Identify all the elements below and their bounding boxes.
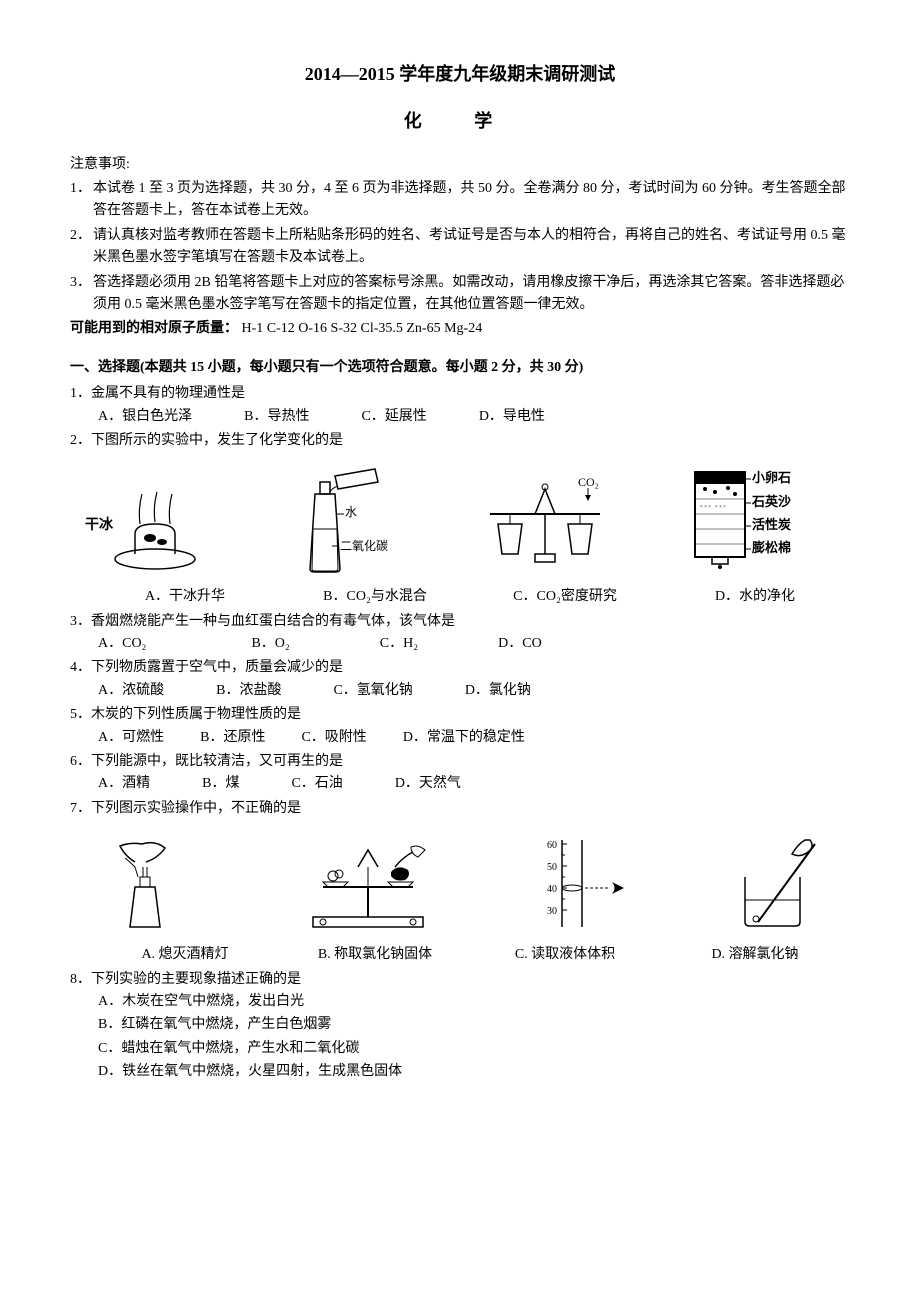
option-a: A．CO₂ xyxy=(98,633,146,655)
option-c: C．CO₂密度研究 xyxy=(470,586,660,608)
svg-text:30: 30 xyxy=(547,906,557,917)
figure-a xyxy=(80,832,210,932)
option-d: D．天然气 xyxy=(395,773,461,795)
figure-c: CO₂ xyxy=(460,474,630,574)
option-d: D．铁丝在氧气中燃烧，火星四射，生成黑色固体 xyxy=(70,1061,850,1083)
q-text: 下图所示的实验中，发生了化学变化的是 xyxy=(91,430,850,452)
question-3: 3． 香烟燃烧能产生一种与血红蛋白结合的有毒气体，该气体是 A．CO₂ B．O₂… xyxy=(70,611,850,656)
exam-title: 2014—2015 学年度九年级期末调研测试 xyxy=(70,60,850,89)
option-c: C．石油 xyxy=(291,773,342,795)
figure-d: × × × × × × 小卵石 石英沙 活性炭 膨松棉 xyxy=(680,464,840,574)
q-text: 下列实验的主要现象描述正确的是 xyxy=(91,969,850,991)
question-5: 5． 木炭的下列性质属于物理性质的是 A．可燃性 B．还原性 C．吸附性 D．常… xyxy=(70,704,850,749)
q-text: 金属不具有的物理通性是 xyxy=(91,383,850,405)
q-text: 下列物质露置于空气中，质量会减少的是 xyxy=(91,657,850,679)
figure-a: 干冰 xyxy=(80,474,210,574)
option-d: D. 溶解氯化钠 xyxy=(660,944,850,966)
figure-b: 水 二氧化碳 xyxy=(260,464,410,574)
svg-text:50: 50 xyxy=(547,862,557,873)
notice-num: 3． xyxy=(70,272,91,317)
notice-heading: 注意事项: xyxy=(70,154,850,176)
option-c: C．吸附性 xyxy=(301,727,366,749)
option-b: B．浓盐酸 xyxy=(216,680,281,702)
option-c: C．氢氧化钠 xyxy=(333,680,412,702)
q-num: 4． xyxy=(70,657,91,679)
svg-text:石英沙: 石英沙 xyxy=(751,494,791,509)
option-a: A．酒精 xyxy=(98,773,150,795)
option-d: D．氯化钠 xyxy=(465,680,531,702)
option-a: A．可燃性 xyxy=(98,727,164,749)
figure-d xyxy=(710,832,840,932)
option-a: A．银白色光泽 xyxy=(98,406,192,428)
svg-text:水: 水 xyxy=(345,505,357,519)
notice-num: 2． xyxy=(70,225,91,270)
notice-num: 1． xyxy=(70,178,91,223)
option-d: D．水的净化 xyxy=(660,586,850,608)
option-d: D．导电性 xyxy=(479,406,545,428)
option-d: D．常温下的稳定性 xyxy=(403,727,525,749)
svg-text:60: 60 xyxy=(547,840,557,851)
q-num: 6． xyxy=(70,751,91,773)
q-num: 2． xyxy=(70,430,91,452)
option-d: D．CO xyxy=(498,633,542,655)
atomic-mass-label: 可能用到的相对原子质量： xyxy=(70,321,238,336)
atomic-mass-values: H-1 C-12 O-16 S-32 Cl-35.5 Zn-65 Mg-24 xyxy=(238,321,482,336)
notice-text: 本试卷 1 至 3 页为选择题，共 30 分，4 至 6 页为非选择题，共 50… xyxy=(93,178,850,223)
notice-text: 答选择题必须用 2B 铅笔将答题卡上对应的答案标号涂黑。如需改动，请用橡皮擦干净… xyxy=(93,272,850,317)
option-c: C．H₂ xyxy=(380,633,418,655)
option-a: A. 熄灭酒精灯 xyxy=(90,944,280,966)
notice-item: 2． 请认真核对监考教师在答题卡上所粘贴条形码的姓名、考试证号是否与本人的相符合… xyxy=(70,225,850,270)
q-num: 8． xyxy=(70,969,91,991)
question-7: 7． 下列图示实验操作中，不正确的是 xyxy=(70,798,850,967)
question-4: 4． 下列物质露置于空气中，质量会减少的是 A．浓硫酸 B．浓盐酸 C．氢氧化钠… xyxy=(70,657,850,702)
option-b: B．煤 xyxy=(202,773,239,795)
question-8: 8． 下列实验的主要现象描述正确的是 A．木炭在空气中燃烧，发出白光 B．红磷在… xyxy=(70,969,850,1084)
option-a: A．木炭在空气中燃烧，发出白光 xyxy=(70,991,850,1013)
option-c: C．蜡烛在氧气中燃烧，产生水和二氧化碳 xyxy=(70,1038,850,1060)
figure-row-q2: 干冰 水 二氧化碳 CO₂ xyxy=(70,456,850,582)
dry-ice-label: 干冰 xyxy=(85,516,114,533)
option-b: B．导热性 xyxy=(244,406,309,428)
notice-text: 请认真核对监考教师在答题卡上所粘贴条形码的姓名、考试证号是否与本人的相符合，再将… xyxy=(93,225,850,270)
q-num: 3． xyxy=(70,611,91,633)
question-2: 2． 下图所示的实验中，发生了化学变化的是 干冰 水 二氧化碳 xyxy=(70,430,850,609)
option-a: A．浓硫酸 xyxy=(98,680,164,702)
svg-text:× × ×: × × × xyxy=(700,505,711,510)
svg-text:40: 40 xyxy=(547,884,557,895)
atomic-mass-line: 可能用到的相对原子质量： H-1 C-12 O-16 S-32 Cl-35.5 … xyxy=(70,318,850,340)
question-6: 6． 下列能源中，既比较清洁，又可再生的是 A．酒精 B．煤 C．石油 D．天然… xyxy=(70,751,850,796)
option-b: B．CO₂与水混合 xyxy=(280,586,470,608)
option-b: B．还原性 xyxy=(200,727,265,749)
svg-text:× × ×: × × × xyxy=(715,505,726,510)
q-num: 1． xyxy=(70,383,91,405)
q-text: 下列能源中，既比较清洁，又可再生的是 xyxy=(91,751,850,773)
option-b: B. 称取氯化钠固体 xyxy=(280,944,470,966)
q-num: 5． xyxy=(70,704,91,726)
option-c: C. 读取液体体积 xyxy=(470,944,660,966)
q-text: 香烟燃烧能产生一种与血红蛋白结合的有毒气体，该气体是 xyxy=(91,611,850,633)
q-text: 下列图示实验操作中，不正确的是 xyxy=(91,798,850,820)
svg-text:CO₂: CO₂ xyxy=(578,475,599,489)
option-b: B．O₂ xyxy=(251,633,289,655)
notice-item: 3． 答选择题必须用 2B 铅笔将答题卡上对应的答案标号涂黑。如需改动，请用橡皮… xyxy=(70,272,850,317)
option-b: B．红磷在氧气中燃烧，产生白色烟雾 xyxy=(70,1014,850,1036)
question-1: 1． 金属不具有的物理通性是 A．银白色光泽 B．导热性 C．延展性 D．导电性 xyxy=(70,383,850,428)
svg-text:二氧化碳: 二氧化碳 xyxy=(340,539,388,553)
figure-b xyxy=(283,832,453,932)
section-heading: 一、选择题(本题共 15 小题，每小题只有一个选项符合题意。每小题 2 分，共 … xyxy=(70,357,850,379)
svg-text:膨松棉: 膨松棉 xyxy=(751,540,791,555)
option-a: A．干冰升华 xyxy=(90,586,280,608)
figure-c: 60 50 40 30 xyxy=(527,832,637,932)
q-num: 7． xyxy=(70,798,91,820)
svg-text:活性炭: 活性炭 xyxy=(752,517,791,532)
option-c: C．延展性 xyxy=(361,406,426,428)
exam-subject: 化 学 xyxy=(70,107,850,136)
figure-row-q7: 60 50 40 30 xyxy=(70,824,850,940)
q-text: 木炭的下列性质属于物理性质的是 xyxy=(91,704,850,726)
notice-item: 1． 本试卷 1 至 3 页为选择题，共 30 分，4 至 6 页为非选择题，共… xyxy=(70,178,850,223)
svg-text:小卵石: 小卵石 xyxy=(752,470,791,485)
